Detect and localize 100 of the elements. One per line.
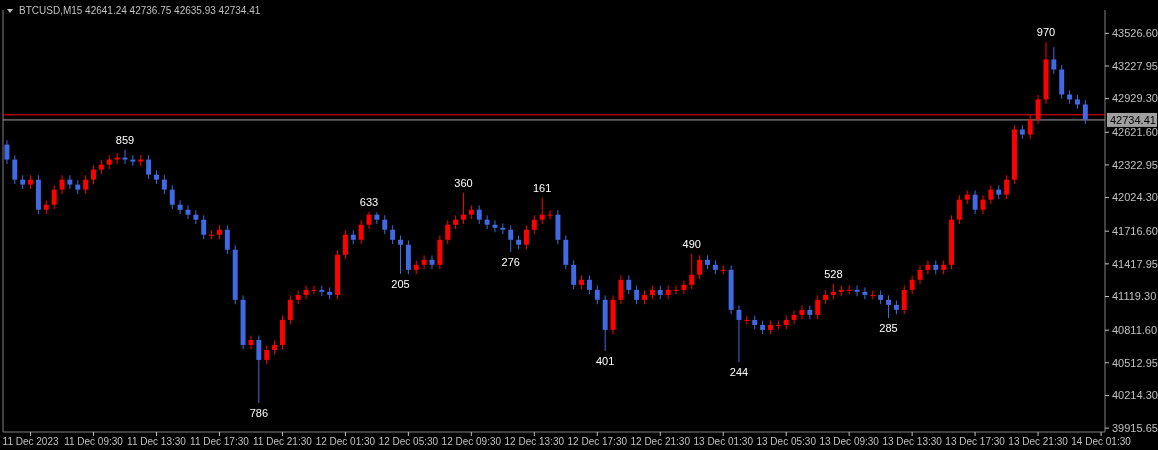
candlestick: [476, 204, 482, 225]
candlestick: [586, 274, 592, 295]
candlestick: [146, 154, 152, 180]
candlestick: [547, 209, 553, 220]
y-tick-label: 41417.95: [1112, 257, 1158, 270]
y-tick-label: 41119.30: [1112, 290, 1157, 303]
candlestick: [398, 234, 403, 275]
annotation: 360: [454, 176, 473, 189]
candlestick: [421, 254, 427, 270]
x-tick-label: 11 Dec 2023: [2, 436, 59, 447]
candlestick: [854, 285, 860, 297]
x-tick-label: 13 Dec 01:30: [693, 436, 754, 447]
candlestick: [374, 211, 380, 225]
candlestick: [342, 229, 348, 260]
annotation: 401: [595, 354, 615, 367]
candlestick: [114, 152, 120, 165]
candlestick: [618, 274, 624, 305]
y-tick-label: 40512.95: [1112, 356, 1158, 369]
candlestick: [461, 192, 466, 225]
x-tick-label: 13 Dec 17:30: [945, 436, 1006, 447]
candlestick: [972, 189, 978, 215]
candlestick: [988, 184, 994, 205]
candlestick: [193, 209, 199, 225]
x-tick-label: 12 Dec 05:30: [378, 436, 439, 447]
candlestick: [59, 174, 65, 195]
y-tick-label: 40811.60: [1112, 324, 1158, 336]
x-tick-label: 11 Dec 21:30: [253, 436, 313, 447]
candlestick: [594, 285, 600, 305]
y-tick-label: 42621.60: [1112, 126, 1158, 139]
y-tick-label: 43526.60: [1112, 27, 1158, 40]
candlestick: [169, 184, 175, 210]
candlestick: [177, 199, 183, 215]
annotation: 528: [824, 267, 843, 280]
x-tick-label: 12 Dec 17:30: [567, 436, 628, 447]
candlestick: [382, 214, 388, 235]
candlestick: [681, 279, 687, 295]
candlestick: [224, 224, 230, 255]
annotation: 285: [879, 321, 898, 334]
annotation: 244: [729, 366, 749, 379]
candlestick: [130, 154, 136, 167]
x-tick-label: 13 Dec 09:30: [819, 436, 880, 447]
x-tick-label: 11 Dec 09:30: [64, 436, 124, 447]
annotation: 859: [115, 133, 135, 146]
candlestick: [4, 139, 10, 165]
candlestick: [256, 335, 262, 404]
candlestick: [287, 294, 293, 325]
candlestick: [161, 174, 167, 195]
candlestick: [248, 335, 254, 350]
candlestick: [791, 310, 797, 325]
x-tick-label: 13 Dec 13:30: [882, 436, 943, 447]
y-tick-label: 42322.95: [1112, 158, 1158, 171]
candlestick: [815, 294, 821, 320]
candlestick: [799, 305, 805, 320]
candlestick: [91, 164, 96, 185]
y-tick-label: 40214.30: [1112, 389, 1158, 402]
candlestick: [508, 224, 514, 253]
x-tick-label: 13 Dec 05:30: [756, 436, 817, 447]
candlestick: [744, 315, 750, 325]
candlestick: [626, 274, 632, 295]
candlestick: [390, 224, 396, 245]
candlestick: [445, 219, 451, 245]
candlestick: [264, 345, 270, 365]
candlestick: [523, 224, 529, 250]
candlestick: [539, 197, 545, 225]
annotation: 276: [501, 255, 520, 268]
annotation: 970: [1036, 26, 1056, 39]
annotation: 161: [533, 181, 552, 194]
candlestick: [886, 294, 892, 319]
candlestick: [862, 286, 868, 300]
candlestick: [689, 253, 695, 290]
candlestick: [484, 214, 490, 230]
annotation: 786: [249, 407, 268, 420]
candlestick: [909, 274, 915, 295]
candlestick: [1051, 46, 1057, 75]
candlestick: [1004, 174, 1010, 200]
x-tick-label: 12 Dec 21:30: [630, 436, 691, 447]
y-tick-label: 42024.30: [1112, 191, 1158, 204]
candlestick: [358, 219, 364, 245]
candlestick: [665, 285, 671, 300]
x-tick-label: 12 Dec 13:30: [504, 436, 565, 447]
candlestick: [634, 285, 640, 305]
candlestick: [311, 285, 317, 295]
x-tick-label: 11 Dec 17:30: [190, 436, 250, 447]
candlestick: [956, 194, 962, 225]
candlestick: [12, 154, 18, 185]
x-tick-label: 11 Dec 13:30: [127, 436, 187, 447]
y-tick-label: 42929.30: [1112, 92, 1158, 105]
ref-line-label: 42734.41: [1110, 113, 1156, 126]
candlestick: [531, 214, 537, 235]
annotation: 633: [359, 195, 379, 208]
candlestick: [83, 174, 89, 195]
candlestick: [925, 259, 931, 275]
x-tick-label: 13 Dec 21:30: [1008, 436, 1069, 447]
annotation: 490: [682, 237, 701, 250]
y-tick-label: 41716.60: [1112, 225, 1158, 238]
candlestick: [697, 254, 703, 280]
candlestick: [67, 174, 73, 190]
y-tick-label: 39915.65: [1112, 421, 1158, 434]
candlestick: [901, 285, 907, 315]
x-tick-label: 12 Dec 01:30: [315, 436, 376, 447]
